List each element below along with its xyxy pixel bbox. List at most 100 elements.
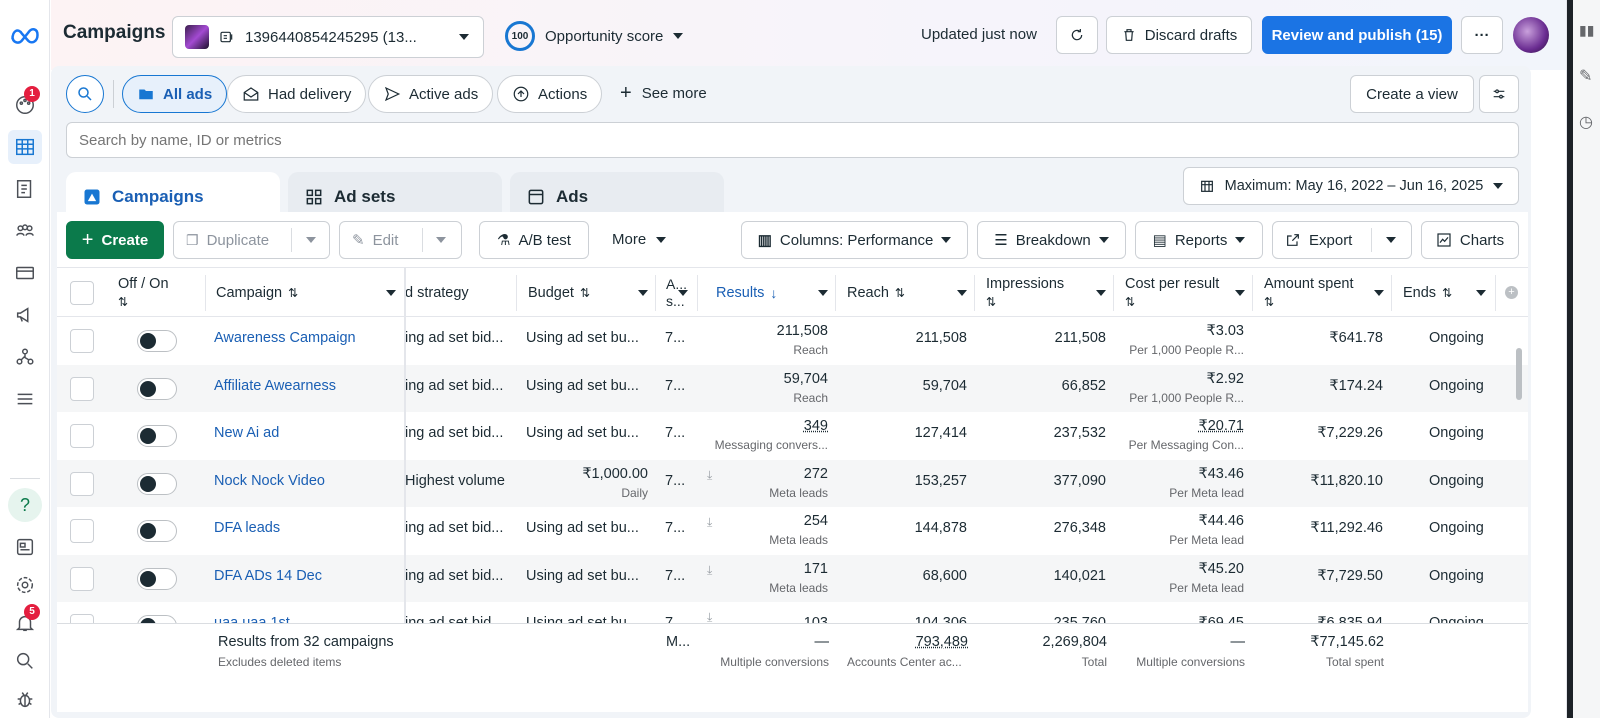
col-results-menu-icon[interactable]: [818, 290, 828, 296]
opportunity-score-button[interactable]: 100 Opportunity score: [505, 21, 684, 51]
table-row[interactable]: Awareness Campaign ing ad set bid... Using…: [57, 317, 1528, 365]
col-reach-menu-icon[interactable]: [957, 290, 967, 296]
row-checkbox[interactable]: [70, 519, 94, 543]
download-icon[interactable]: ⤓: [707, 610, 713, 623]
campaign-name-link[interactable]: Affiliate Awearness: [214, 377, 336, 394]
col-ends-menu-icon[interactable]: [1476, 290, 1486, 296]
row-checkbox[interactable]: [70, 329, 94, 353]
col-spent-menu-icon[interactable]: [1374, 290, 1384, 296]
connections-icon[interactable]: [8, 340, 42, 374]
col-cpr-menu-icon[interactable]: [1235, 290, 1245, 296]
profile-avatar[interactable]: [1513, 17, 1549, 53]
col-reach[interactable]: Reach ⇅: [847, 269, 905, 317]
table-row[interactable]: DFA ADs 14 Dec ing ad set bid... Using ad …: [57, 554, 1528, 602]
megaphone-icon[interactable]: [8, 298, 42, 332]
col-budget[interactable]: Budget ⇅: [528, 269, 590, 317]
breakdown-button[interactable]: ☰ Breakdown: [977, 221, 1126, 259]
billing-card-icon[interactable]: [8, 256, 42, 290]
table-row[interactable]: uaa uaa 1st ing ad set bid... Using ad set…: [57, 602, 1528, 623]
filter-had-delivery[interactable]: Had delivery: [227, 75, 367, 113]
col-campaign-menu-icon[interactable]: [386, 290, 396, 296]
row-toggle[interactable]: [137, 330, 177, 352]
view-settings-button[interactable]: [1479, 75, 1519, 113]
col-amount-spent[interactable]: Amount spent ⇅: [1264, 269, 1353, 317]
campaign-name-link[interactable]: uaa uaa 1st: [214, 615, 290, 623]
filter-actions[interactable]: Actions: [497, 75, 603, 113]
row-toggle[interactable]: [137, 615, 177, 623]
row-toggle[interactable]: [137, 377, 177, 400]
discard-drafts-button[interactable]: Discard drafts: [1106, 16, 1252, 54]
audience-icon[interactable]: [8, 214, 42, 248]
campaign-name-link[interactable]: New Ai ad: [214, 425, 280, 441]
account-selector[interactable]: 1396440854245295 (13...: [172, 16, 484, 58]
row-toggle[interactable]: [137, 425, 177, 447]
charts-button[interactable]: Charts: [1421, 221, 1519, 259]
create-view-button[interactable]: Create a view: [1350, 75, 1474, 113]
row-toggle[interactable]: [137, 567, 177, 590]
date-range-picker[interactable]: Maximum: May 16, 2022 – Jun 16, 2025: [1183, 167, 1519, 205]
more-button[interactable]: More: [612, 231, 667, 248]
col-offon[interactable]: Off / On ⇅: [118, 269, 169, 317]
filter-active-ads[interactable]: Active ads: [368, 75, 494, 113]
download-icon[interactable]: ⤓: [707, 562, 713, 577]
search-toggle-button[interactable]: [66, 75, 104, 113]
refresh-button[interactable]: [1056, 16, 1098, 54]
table-row[interactable]: DFA leads ing ad set bid... Using ad set b…: [57, 507, 1528, 555]
col-impressions[interactable]: Impressions ⇅: [986, 269, 1064, 317]
create-button[interactable]: + Create: [66, 221, 164, 259]
bug-report-icon[interactable]: [8, 682, 42, 716]
totals-reach[interactable]: 793,489: [915, 634, 968, 650]
see-more-button[interactable]: + See more: [620, 83, 707, 103]
row-checkbox[interactable]: [70, 471, 94, 496]
campaign-name-link[interactable]: Nock Nock Video: [214, 472, 325, 489]
campaign-name-link[interactable]: DFA ADs 14 Dec: [214, 567, 322, 584]
add-column-icon[interactable]: +: [1505, 286, 1518, 299]
col-cost-per-result[interactable]: Cost per result ⇅: [1125, 269, 1219, 317]
vertical-scrollbar-thumb[interactable]: [1516, 348, 1522, 400]
download-icon[interactable]: ⤓: [707, 515, 713, 529]
select-all-checkbox[interactable]: [70, 281, 94, 305]
duplicate-button[interactable]: ❐ Duplicate: [173, 221, 330, 259]
review-publish-button[interactable]: Review and publish (15): [1262, 16, 1452, 54]
bell-icon[interactable]: 5: [8, 604, 42, 640]
settings-gear-icon[interactable]: [8, 568, 42, 602]
table-row[interactable]: Nock Nock Video Highest volume ₹1,000.00 Da…: [57, 459, 1528, 507]
col-attr-menu-icon[interactable]: [678, 290, 688, 296]
table-row[interactable]: New Ai ad ing ad set bid... Using ad set b…: [57, 412, 1528, 460]
campaign-name-link[interactable]: DFA leads: [214, 520, 281, 536]
pages-icon[interactable]: [8, 172, 42, 206]
campaign-name-link[interactable]: Awareness Campaign: [214, 330, 356, 346]
row-checkbox[interactable]: [70, 566, 94, 591]
download-icon[interactable]: ⤓: [707, 467, 713, 482]
row-checkbox[interactable]: [70, 424, 94, 448]
menu-icon[interactable]: [8, 382, 42, 416]
row-checkbox[interactable]: [70, 376, 94, 401]
edit-button[interactable]: ✎ Edit: [339, 221, 462, 259]
search-icon[interactable]: [8, 644, 42, 678]
col-campaign[interactable]: Campaign ⇅: [216, 269, 298, 317]
col-bid-strategy[interactable]: d strategy: [405, 269, 469, 317]
col-budget-menu-icon[interactable]: [638, 290, 648, 296]
search-input[interactable]: [66, 122, 1519, 158]
chart-bars-icon[interactable]: ▮▮: [1579, 22, 1595, 38]
ads-manager-grid-icon[interactable]: [8, 130, 42, 164]
row-toggle[interactable]: [137, 472, 177, 495]
filter-all-ads[interactable]: All ads: [122, 75, 228, 113]
row-checkbox[interactable]: [70, 614, 94, 623]
meta-logo-icon[interactable]: [8, 18, 42, 52]
pencil-icon[interactable]: ✎: [1579, 68, 1593, 85]
news-icon[interactable]: [8, 530, 42, 564]
col-impressions-menu-icon[interactable]: [1096, 290, 1106, 296]
col-ends[interactable]: Ends ⇅: [1403, 269, 1452, 317]
palette-icon[interactable]: 1: [8, 86, 42, 122]
columns-button[interactable]: ▥ Columns: Performance: [741, 221, 968, 259]
clock-icon[interactable]: ◷: [1579, 114, 1593, 131]
col-results[interactable]: Results ↓: [716, 269, 777, 317]
reports-button[interactable]: ▤ Reports: [1135, 221, 1263, 259]
more-options-button[interactable]: ···: [1461, 16, 1503, 54]
row-toggle[interactable]: [137, 520, 177, 542]
help-icon[interactable]: ?: [8, 488, 42, 522]
table-row[interactable]: Affiliate Awearness ing ad set bid... Usin…: [57, 364, 1528, 412]
export-button[interactable]: Export: [1272, 221, 1412, 259]
col-attribution[interactable]: A... s...: [666, 269, 687, 317]
